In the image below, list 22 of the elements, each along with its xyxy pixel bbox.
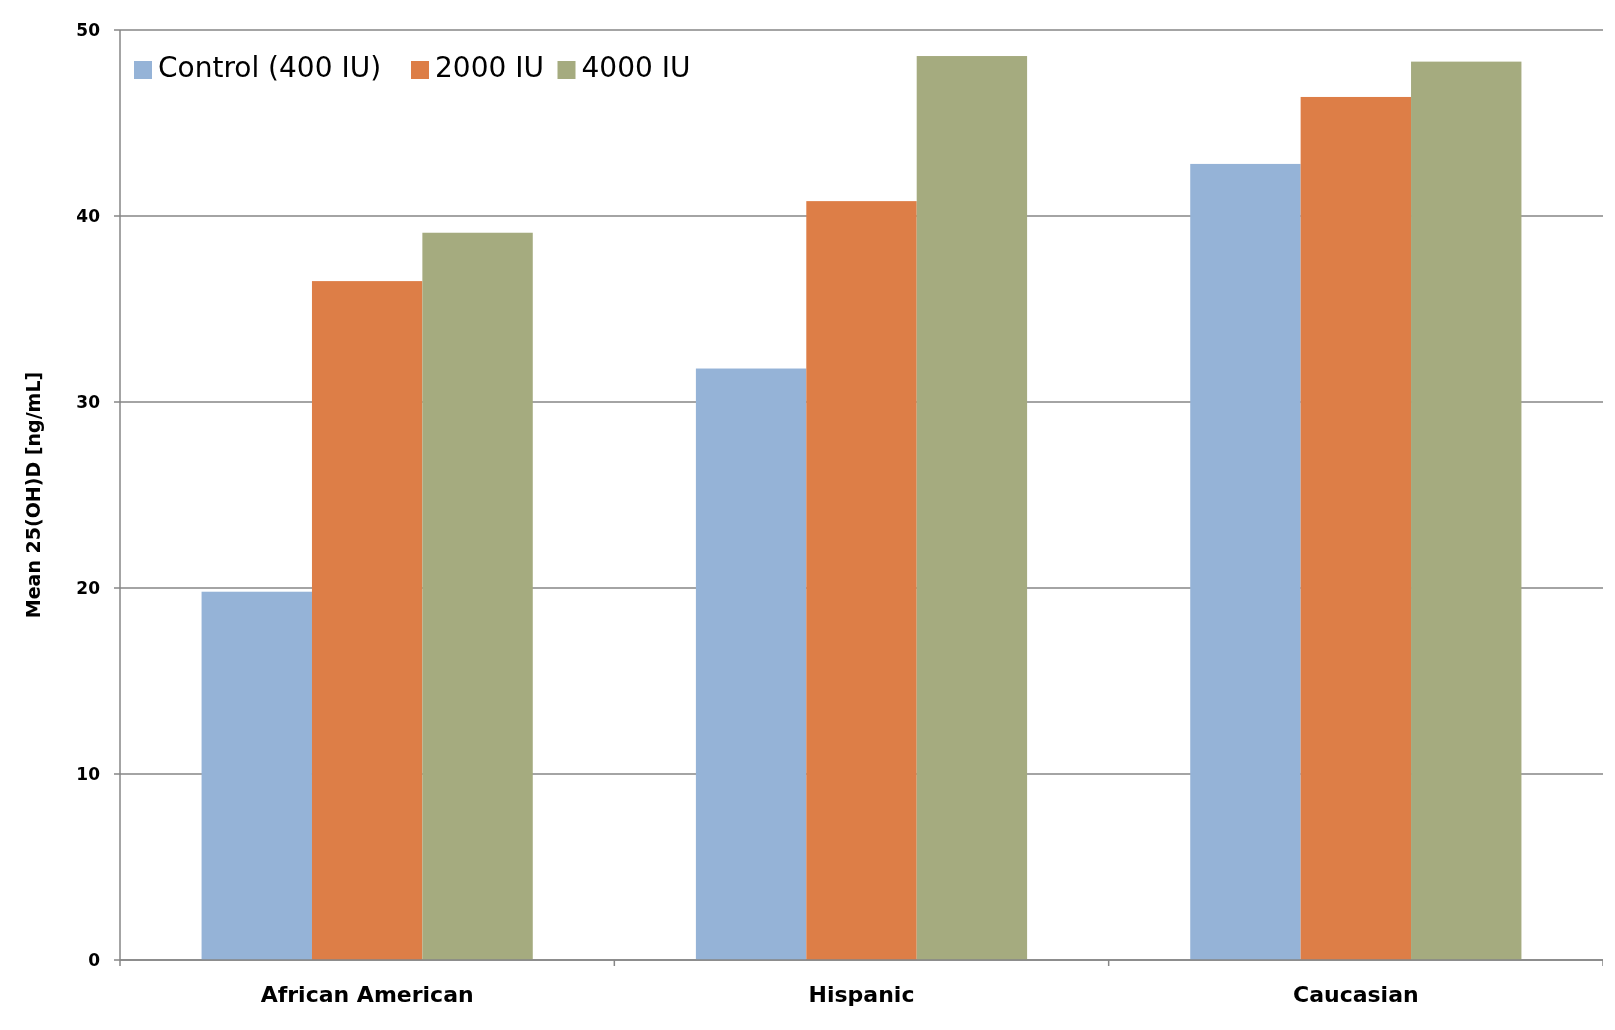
bar (806, 201, 917, 960)
legend-label: 2000 IU (435, 51, 544, 85)
bar (1190, 163, 1301, 960)
bar (695, 368, 807, 960)
x-tick-label: Caucasian (1292, 982, 1419, 1007)
y-tick-label: 50 (76, 19, 101, 40)
bar (201, 591, 312, 960)
bar (1411, 61, 1522, 960)
bar (916, 56, 1028, 960)
bar (422, 232, 533, 960)
x-tick-label: African American (260, 982, 474, 1007)
bar (1300, 96, 1412, 960)
y-tick-label: 30 (76, 391, 101, 412)
y-axis-title: Mean 25(OH)D [ng/mL] (22, 371, 44, 619)
y-tick-label: 20 (76, 577, 101, 598)
y-tick-label: 0 (88, 949, 101, 970)
bar (311, 281, 423, 960)
legend-label: Control (400 IU) (158, 51, 382, 85)
x-tick-label: Hispanic (808, 982, 915, 1007)
y-tick-label: 40 (76, 205, 101, 226)
legend-label: 4000 IU (581, 51, 691, 85)
y-tick-label: 10 (76, 763, 101, 784)
